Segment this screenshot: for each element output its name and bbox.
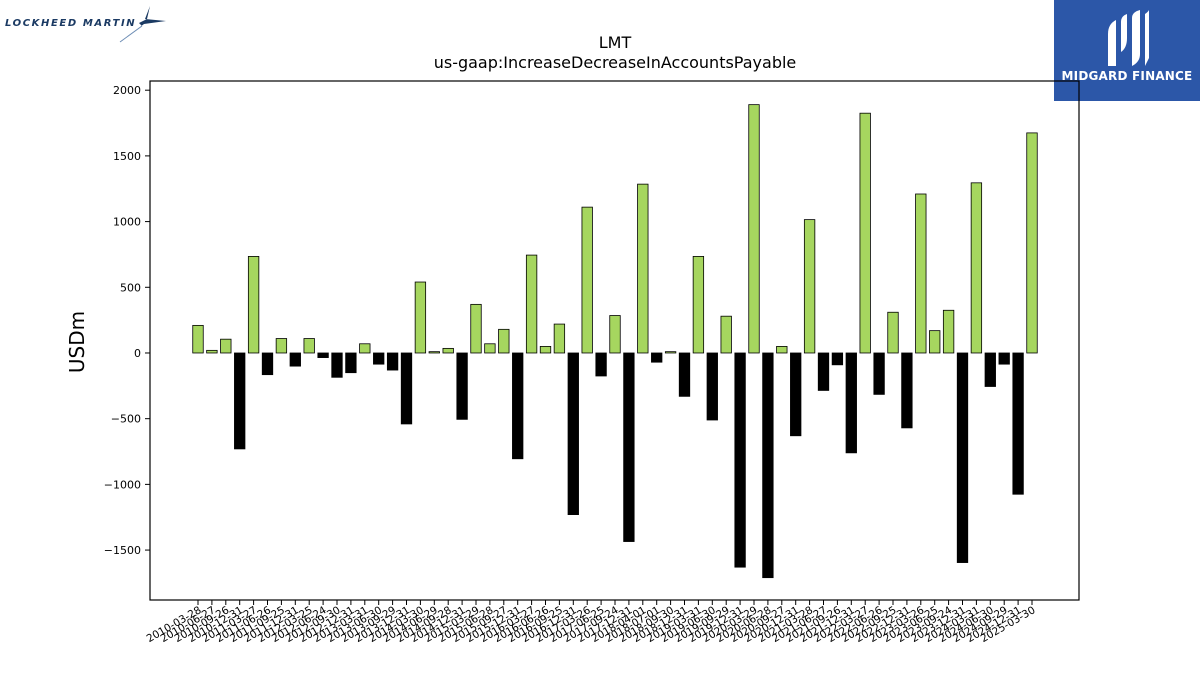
bar	[970, 182, 983, 354]
bar	[331, 352, 343, 378]
bar	[734, 352, 746, 568]
y-tick-label: −500	[111, 413, 141, 426]
bar	[386, 352, 399, 371]
y-tick-label: 2000	[113, 84, 141, 97]
bar	[873, 352, 885, 395]
bar	[261, 352, 274, 376]
y-tick-label: 1000	[113, 216, 141, 229]
bar	[845, 352, 857, 454]
bar	[678, 352, 691, 397]
bar	[609, 315, 621, 354]
bar	[984, 352, 996, 387]
bar	[317, 352, 329, 358]
bar	[942, 309, 955, 354]
bar	[803, 219, 816, 354]
bar	[498, 328, 510, 354]
bar	[790, 352, 802, 437]
bar	[887, 311, 899, 354]
bar	[998, 352, 1010, 365]
bar	[289, 352, 301, 367]
bar	[470, 303, 482, 354]
bar	[692, 256, 705, 354]
bar	[720, 315, 732, 354]
bar	[484, 343, 496, 354]
bar	[776, 346, 788, 354]
bar	[762, 352, 774, 579]
bar	[275, 338, 288, 354]
bar	[345, 352, 357, 374]
bar	[512, 352, 524, 460]
y-tick-label: 500	[120, 281, 141, 294]
bar	[915, 193, 927, 354]
chart-subtitle: us-gaap:IncreaseDecreaseInAccountsPayabl…	[434, 53, 797, 72]
bar	[748, 104, 760, 354]
bar	[651, 352, 663, 363]
chart-title: LMT	[599, 33, 632, 52]
bar	[929, 330, 941, 354]
bar	[247, 256, 260, 354]
bar	[1026, 132, 1038, 354]
bar	[956, 352, 969, 563]
bar	[428, 351, 440, 354]
bar	[567, 352, 579, 515]
bar	[414, 281, 427, 354]
y-tick-label: −1500	[104, 544, 141, 557]
bar	[400, 352, 413, 425]
bar	[442, 347, 454, 354]
x-axis: 2010-03-282010-06-272010-09-262010-12-31…	[145, 600, 1038, 645]
bar	[206, 349, 218, 354]
y-tick-label: −1000	[104, 478, 141, 491]
bar	[637, 183, 649, 354]
bar	[359, 343, 371, 354]
bar	[623, 352, 635, 542]
bar	[1012, 352, 1024, 495]
midgard-finance-logo-text: MIDGARD FINANCE	[1061, 69, 1193, 83]
lockheed-martin-logo-text: LOCKHEED MARTIN	[5, 18, 137, 29]
bar	[831, 352, 844, 366]
bar	[901, 352, 913, 429]
star-icon	[119, 6, 166, 43]
bar	[234, 352, 246, 450]
plot-frame	[149, 80, 1080, 601]
bar	[817, 352, 830, 391]
bar	[192, 324, 204, 354]
bar	[220, 338, 232, 354]
bar	[303, 338, 315, 354]
bar	[664, 351, 677, 354]
midgard-finance-logo: MIDGARD FINANCE	[1054, 0, 1200, 101]
y-tick-label: 1500	[113, 150, 141, 163]
bars-group	[192, 104, 1038, 579]
y-axis: −1500 −1000 −500 0 500 1000 1500 2000	[104, 84, 150, 557]
bar	[525, 254, 538, 354]
bar	[373, 352, 385, 365]
bar	[539, 346, 552, 354]
midgard-m-icon	[1108, 10, 1149, 66]
y-axis-label: USDm	[65, 311, 89, 373]
bar	[706, 352, 718, 421]
y-tick-label: 0	[134, 347, 141, 360]
bar	[581, 206, 593, 354]
bar	[859, 112, 871, 354]
bar	[595, 352, 607, 377]
bar	[553, 323, 566, 354]
lockheed-martin-logo: LOCKHEED MARTIN	[0, 0, 170, 46]
bar	[456, 352, 468, 420]
